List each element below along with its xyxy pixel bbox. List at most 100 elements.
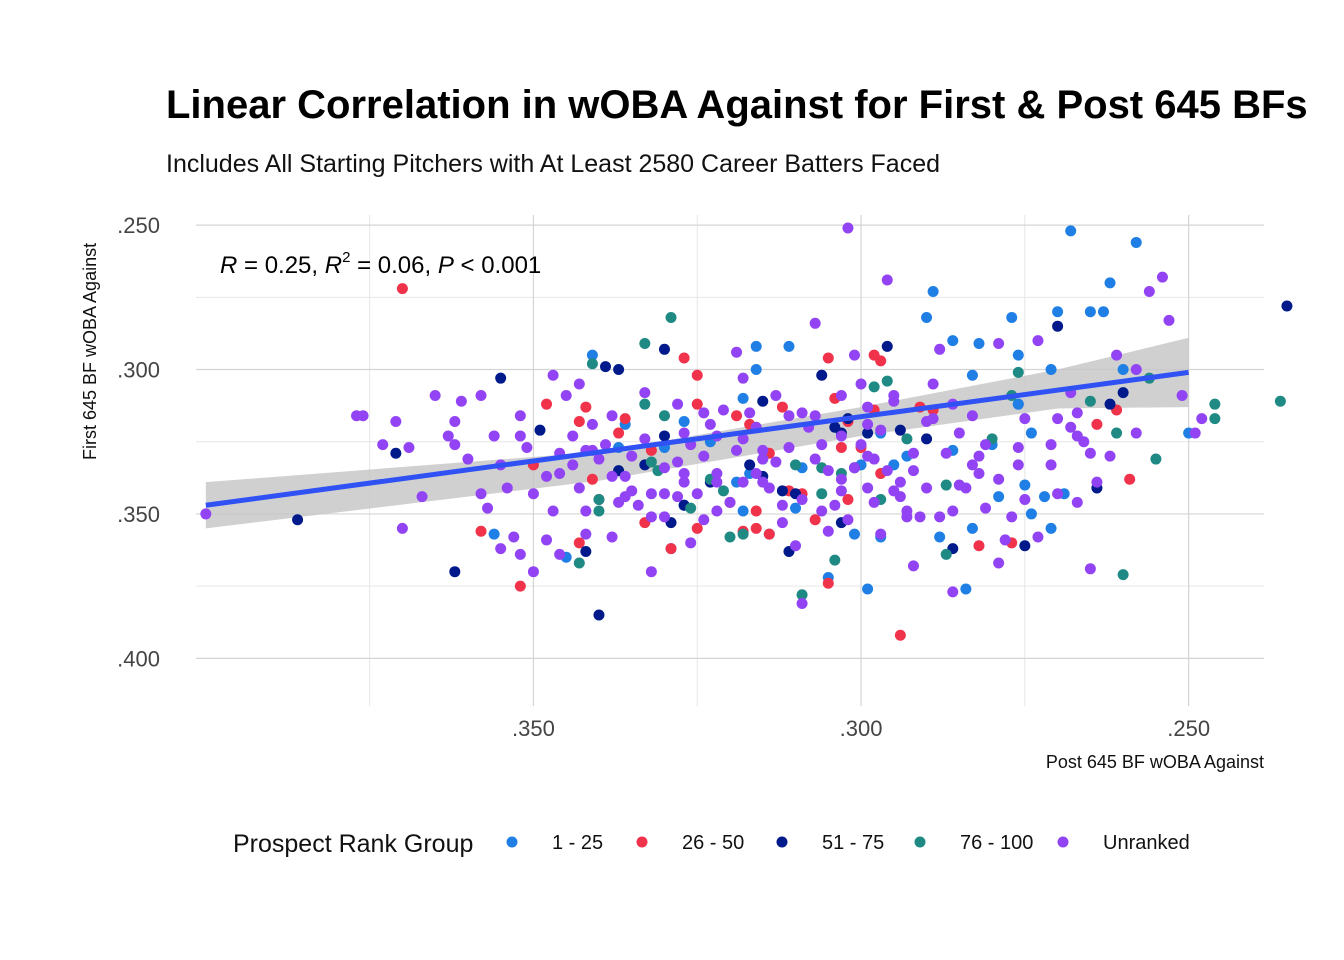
data-point bbox=[868, 496, 880, 508]
data-point bbox=[888, 485, 900, 497]
stat-r2-symbol: R bbox=[325, 252, 342, 279]
data-point bbox=[613, 427, 625, 439]
data-point bbox=[1281, 300, 1293, 312]
data-point bbox=[757, 395, 769, 407]
y-tick-label: .400 bbox=[117, 646, 160, 671]
data-point bbox=[1196, 413, 1208, 425]
data-point bbox=[396, 522, 408, 534]
data-point bbox=[907, 465, 919, 477]
data-point bbox=[455, 395, 467, 407]
data-point bbox=[776, 517, 788, 529]
stat-r2-superscript: 2 bbox=[342, 249, 350, 266]
data-point bbox=[1065, 421, 1077, 433]
legend-label: 26 - 50 bbox=[682, 832, 744, 854]
data-point bbox=[645, 566, 657, 578]
data-point bbox=[632, 499, 644, 511]
data-point bbox=[862, 418, 874, 430]
data-point bbox=[1084, 395, 1096, 407]
data-point bbox=[475, 525, 487, 537]
data-point bbox=[292, 514, 304, 526]
data-point bbox=[1097, 306, 1109, 318]
data-point bbox=[580, 505, 592, 517]
data-point bbox=[724, 496, 736, 508]
correlation-stats: R = 0.25, R2 = 0.06, P < 0.001 bbox=[220, 249, 541, 279]
data-point bbox=[1209, 413, 1221, 425]
data-point bbox=[862, 427, 874, 439]
data-point bbox=[1045, 364, 1057, 376]
data-point bbox=[888, 390, 900, 402]
data-point bbox=[711, 476, 723, 488]
data-point bbox=[947, 505, 959, 517]
legend-swatch bbox=[1057, 836, 1069, 848]
data-point bbox=[580, 545, 592, 557]
data-point bbox=[626, 450, 638, 462]
data-point bbox=[1019, 493, 1031, 505]
data-point bbox=[672, 456, 684, 468]
legend-title: Prospect Rank Group bbox=[233, 830, 473, 858]
data-point bbox=[731, 410, 743, 422]
data-point bbox=[921, 482, 933, 494]
data-point bbox=[1012, 349, 1024, 361]
data-point bbox=[763, 528, 775, 540]
data-point bbox=[573, 482, 585, 494]
data-point bbox=[711, 505, 723, 517]
stat-r-symbol: R bbox=[220, 252, 237, 279]
data-point bbox=[1104, 450, 1116, 462]
data-point bbox=[901, 505, 913, 517]
data-point bbox=[816, 369, 828, 381]
data-point bbox=[809, 317, 821, 329]
data-point bbox=[639, 398, 651, 410]
data-point bbox=[658, 410, 670, 422]
data-point bbox=[829, 554, 841, 566]
data-point bbox=[966, 459, 978, 471]
data-point bbox=[396, 283, 408, 295]
data-point bbox=[560, 390, 572, 402]
data-point bbox=[1111, 427, 1123, 439]
data-point bbox=[875, 528, 887, 540]
data-point bbox=[1012, 459, 1024, 471]
data-point bbox=[796, 407, 808, 419]
data-point bbox=[573, 416, 585, 428]
stat-p-value: < 0.001 bbox=[454, 252, 541, 279]
data-point bbox=[993, 557, 1005, 569]
data-point bbox=[796, 589, 808, 601]
data-point bbox=[586, 473, 598, 485]
data-point bbox=[1117, 364, 1129, 376]
data-point bbox=[757, 453, 769, 465]
data-point bbox=[495, 543, 507, 555]
data-point bbox=[1012, 442, 1024, 454]
data-point bbox=[737, 476, 749, 488]
data-point bbox=[1124, 473, 1136, 485]
data-point bbox=[1150, 453, 1162, 465]
data-point bbox=[822, 525, 834, 537]
data-point bbox=[757, 444, 769, 456]
data-point bbox=[809, 514, 821, 526]
data-point bbox=[993, 491, 1005, 503]
data-point bbox=[567, 459, 579, 471]
data-point bbox=[1117, 387, 1129, 399]
data-point bbox=[672, 491, 684, 503]
legend-label: 76 - 100 bbox=[960, 832, 1033, 854]
data-point bbox=[1084, 306, 1096, 318]
data-point bbox=[541, 534, 553, 546]
data-point bbox=[835, 390, 847, 402]
data-point bbox=[763, 482, 775, 494]
data-point bbox=[1084, 447, 1096, 459]
data-point bbox=[862, 583, 874, 595]
legend-label: 51 - 75 bbox=[822, 832, 884, 854]
data-point bbox=[678, 476, 690, 488]
data-point bbox=[1130, 236, 1142, 248]
data-point bbox=[934, 343, 946, 355]
data-point bbox=[966, 369, 978, 381]
data-point bbox=[1006, 511, 1018, 523]
data-point bbox=[973, 450, 985, 462]
data-point bbox=[593, 453, 605, 465]
data-point bbox=[462, 453, 474, 465]
data-point bbox=[783, 410, 795, 422]
data-point bbox=[573, 378, 585, 390]
x-tick-label: .350 bbox=[512, 716, 555, 741]
data-point bbox=[501, 482, 513, 494]
data-point bbox=[573, 537, 585, 549]
axis-ticks: .350 .300 .250 .250 .300 .350 .400 bbox=[117, 213, 1210, 741]
